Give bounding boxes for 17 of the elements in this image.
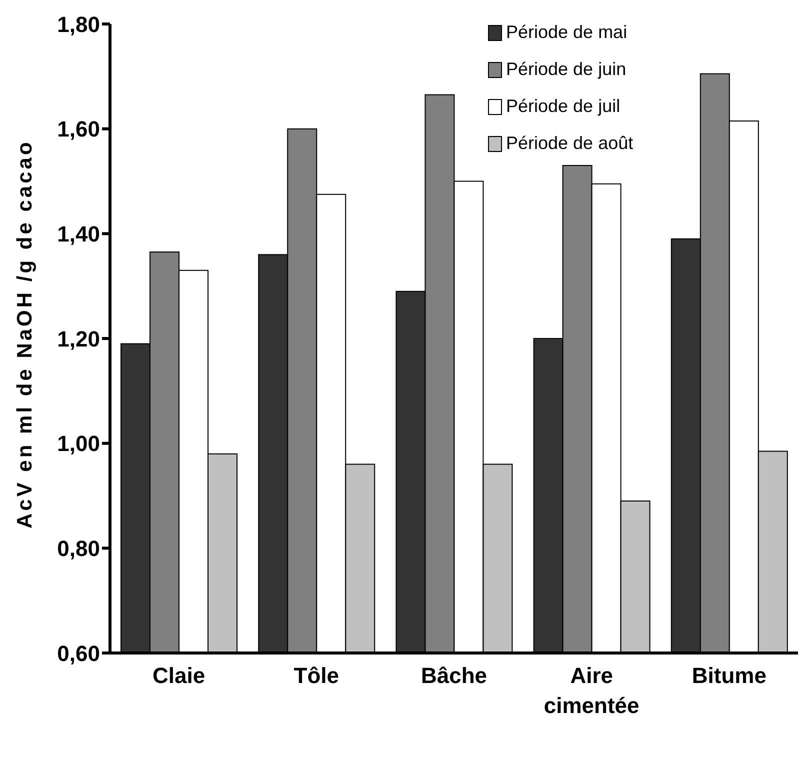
- y-tick-label: 1,40: [57, 221, 100, 246]
- y-tick-label: 1,00: [57, 431, 100, 456]
- legend-label: Période de août: [506, 132, 634, 155]
- legend-label: Période de juil: [506, 95, 620, 118]
- y-tick-label: 0,80: [57, 536, 100, 561]
- x-tick-label: Claie: [152, 663, 206, 688]
- y-tick-label: 1,20: [57, 326, 100, 352]
- x-tick-label: Tôle: [294, 663, 340, 688]
- legend-label: Période de mai: [506, 21, 628, 44]
- y-tick-label: 1,80: [57, 12, 100, 37]
- x-tick-label: Bitume: [692, 663, 766, 688]
- x-tick-label: Aire cimentée: [544, 663, 640, 718]
- y-tick-label: 0,60: [57, 640, 100, 666]
- x-tick-label: Bâche: [420, 663, 488, 688]
- y-axis-title: AcV en ml de NaOH /g de cacao: [13, 140, 36, 528]
- y-tick-label: 1,60: [57, 116, 100, 142]
- legend-label: Période de juin: [506, 58, 626, 81]
